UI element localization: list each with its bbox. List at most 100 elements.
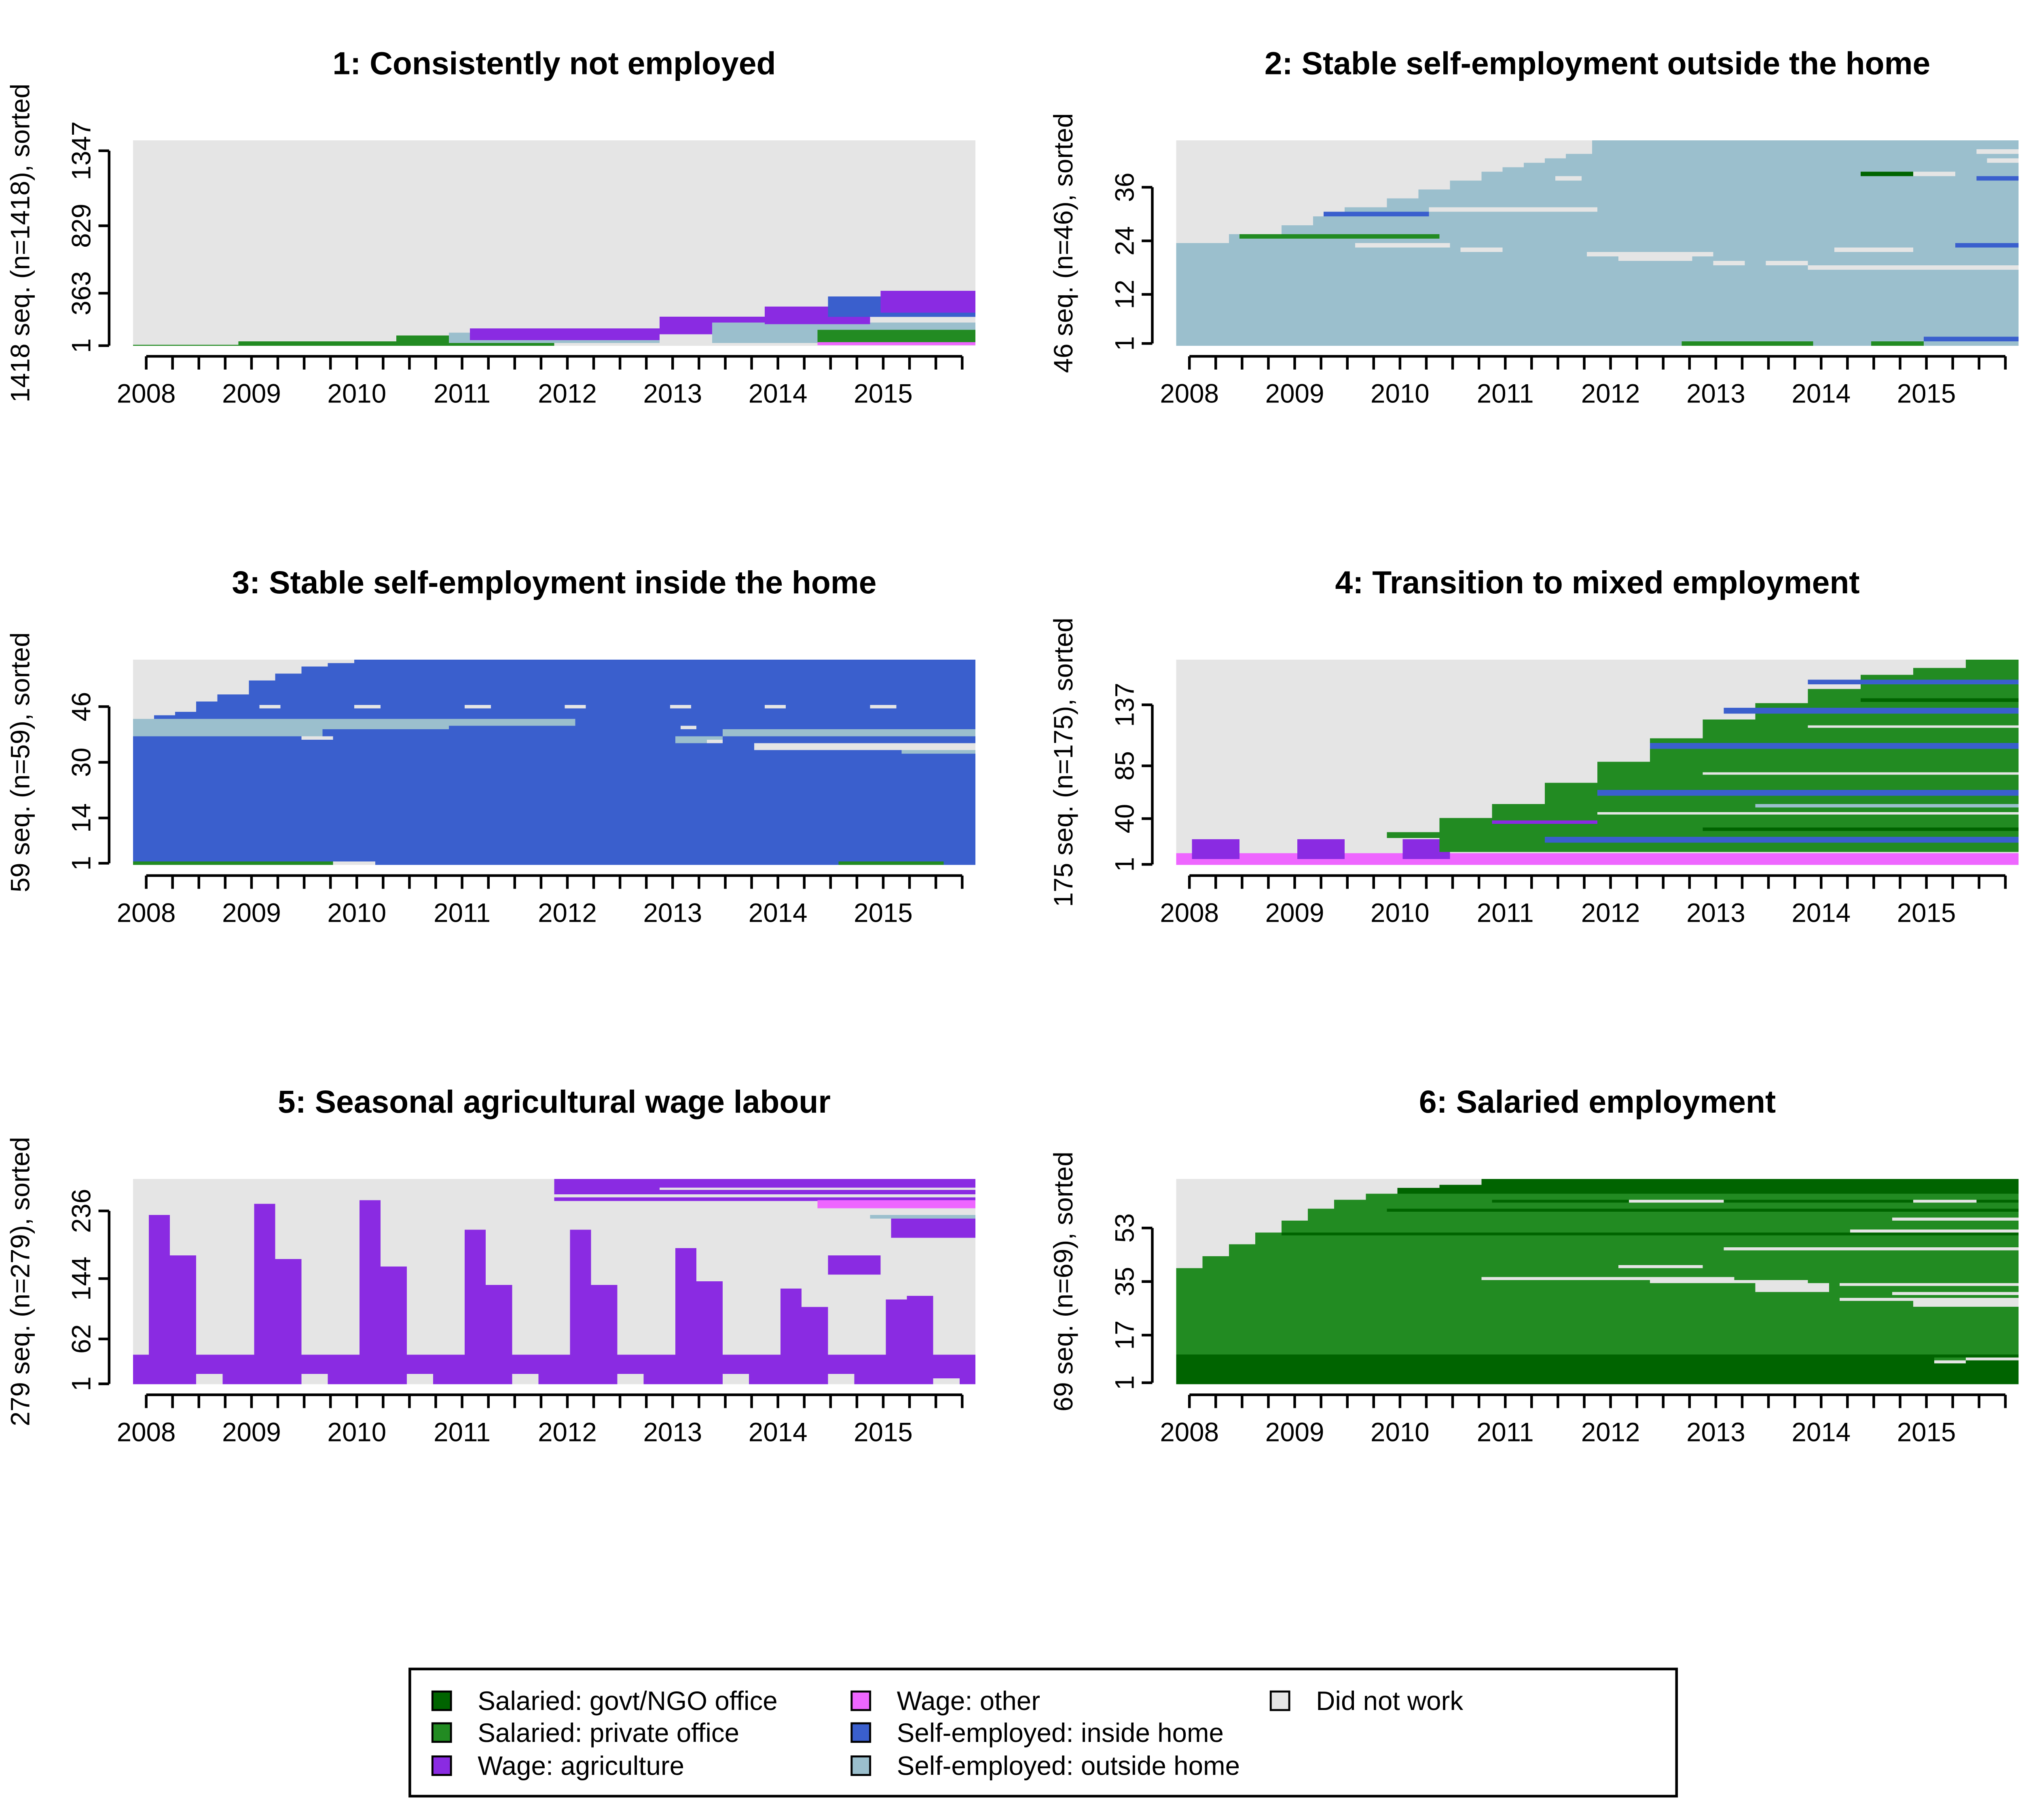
- sequence-block: [675, 1248, 696, 1355]
- sequence-block: [1808, 689, 1861, 852]
- x-tick-label: 2012: [1581, 1417, 1640, 1447]
- legend-swatch: [850, 1755, 871, 1776]
- sequence-block: [1871, 341, 1924, 346]
- y-axis-label: 59 seq. (n=59), sorted: [5, 632, 35, 892]
- y-tick-label: 12: [1110, 279, 1139, 309]
- sequence-block: [1808, 679, 2019, 684]
- y-tick-label: 85: [1110, 751, 1139, 781]
- sequence-block: [133, 719, 323, 736]
- sequence-block: [722, 1374, 749, 1384]
- x-tick-label: 2015: [854, 379, 913, 408]
- y-axis-label: 279 seq. (n=279), sorted: [5, 1137, 35, 1426]
- sequence-block: [1650, 1280, 1808, 1283]
- sequence-block: [1565, 154, 2019, 159]
- panel-title: 6: Salaried employment: [1419, 1084, 1776, 1120]
- sequence-block: [870, 705, 897, 709]
- x-tick-label: 2015: [854, 898, 913, 927]
- sequence-block: [1313, 216, 2019, 225]
- x-tick-label: 2013: [643, 1417, 702, 1447]
- sequence-block: [802, 1307, 828, 1355]
- x-tick-label: 2014: [1791, 379, 1851, 408]
- x-axis: 2008 2009 2010 2011 2012 2013 2014 2015: [117, 874, 964, 927]
- sequence-block: [617, 1374, 644, 1384]
- sequence-block: [1755, 1283, 1829, 1292]
- panel-title: 3: Stable self-employment inside the hom…: [232, 565, 876, 600]
- x-tick-label: 2009: [222, 1417, 281, 1447]
- sequence-block: [1839, 1283, 2019, 1286]
- sequence-block: [1481, 1179, 2019, 1185]
- panel-4: 4: Transition to mixed employment 175 seq…: [1049, 565, 2019, 927]
- x-tick-label: 2012: [538, 1417, 597, 1447]
- sequence-block: [1387, 1208, 2019, 1212]
- sequence-block: [1987, 158, 2019, 163]
- x-tick-label: 2011: [1477, 1417, 1534, 1447]
- sequence-block: [1808, 725, 2019, 728]
- sequence-block: [254, 1204, 275, 1355]
- sequence-block: [1913, 171, 1956, 176]
- sequence-block: [133, 719, 975, 865]
- x-tick-label: 2010: [327, 379, 386, 408]
- sequence-block: [275, 673, 975, 681]
- sequence-block: [406, 1374, 434, 1384]
- x-tick-label: 2010: [327, 898, 386, 927]
- x-tick-label: 2014: [749, 379, 808, 408]
- legend-label: Wage: other: [897, 1686, 1040, 1716]
- x-tick-label: 2015: [1897, 379, 1956, 408]
- sequence-block: [1176, 1268, 2019, 1354]
- sequence-block: [1650, 743, 2019, 749]
- sequence-block: [301, 667, 975, 674]
- sequence-block: [380, 1266, 407, 1355]
- sequence-block: [1966, 1357, 2019, 1361]
- sequence-block: [1492, 1200, 2019, 1203]
- x-tick-label: 2009: [1265, 898, 1324, 927]
- sequence-block: [249, 680, 975, 695]
- panel-title: 2: Stable self-employment outside the ho…: [1265, 45, 1930, 81]
- sequence-block: [1544, 158, 2019, 163]
- sequence-block: [175, 712, 975, 715]
- x-tick-label: 2008: [1160, 1417, 1219, 1447]
- x-tick-label: 2011: [434, 379, 491, 408]
- sequence-block: [1934, 1360, 1966, 1363]
- sequence-block: [1860, 171, 1914, 176]
- sequence-block: [1592, 140, 2019, 154]
- sequence-block: [1808, 1280, 1829, 1283]
- sequence-block: [1703, 827, 2019, 831]
- sequence-block: [1913, 1301, 2019, 1307]
- legend-label: Salaried: govt/NGO office: [478, 1686, 777, 1716]
- legend-label: Self-employed: inside home: [897, 1718, 1224, 1748]
- sequence-block: [486, 1285, 512, 1355]
- sequence-block: [1387, 198, 2019, 207]
- sequence-block: [1366, 1194, 2019, 1200]
- sequence-block: [1934, 1357, 1966, 1361]
- sequence-block: [1460, 248, 1503, 252]
- y-axis: 1 363 829 1347: [67, 121, 111, 353]
- sequence-block: [328, 663, 975, 667]
- sequence-block: [1703, 772, 2019, 775]
- sequence-block: [1523, 163, 2019, 167]
- sequence-block: [1834, 248, 1914, 252]
- x-tick-label: 2015: [854, 1417, 913, 1447]
- y-axis: 1 14 30 46: [67, 692, 111, 871]
- sequence-block: [1703, 719, 1756, 852]
- sequence-block: [706, 739, 723, 743]
- x-tick-label: 2013: [643, 898, 702, 927]
- sequence-block: [1502, 167, 2019, 172]
- sequence-block: [1913, 1200, 1977, 1203]
- x-tick-label: 2011: [1477, 898, 1534, 927]
- sequence-block: [217, 694, 975, 702]
- x-tick-label: 2014: [1791, 898, 1851, 927]
- sequence-block: [133, 861, 333, 865]
- sequence-block: [1755, 804, 2019, 808]
- sequence-block: [1924, 336, 2019, 341]
- sequence-block: [680, 726, 696, 730]
- x-tick-label: 2014: [749, 1417, 808, 1447]
- y-axis: 1 17 35 53: [1110, 1213, 1154, 1390]
- sequence-block: [1724, 707, 2019, 714]
- sequence-block: [1860, 698, 2019, 702]
- x-axis: 2008 2009 2010 2011 2012 2013 2014 2015: [1160, 874, 2007, 927]
- y-tick-label: 1: [67, 1376, 96, 1391]
- y-tick-label: 24: [1110, 226, 1139, 256]
- x-tick-label: 2015: [1897, 1417, 1956, 1447]
- sequence-block: [1966, 660, 2019, 852]
- x-tick-label: 2009: [222, 898, 281, 927]
